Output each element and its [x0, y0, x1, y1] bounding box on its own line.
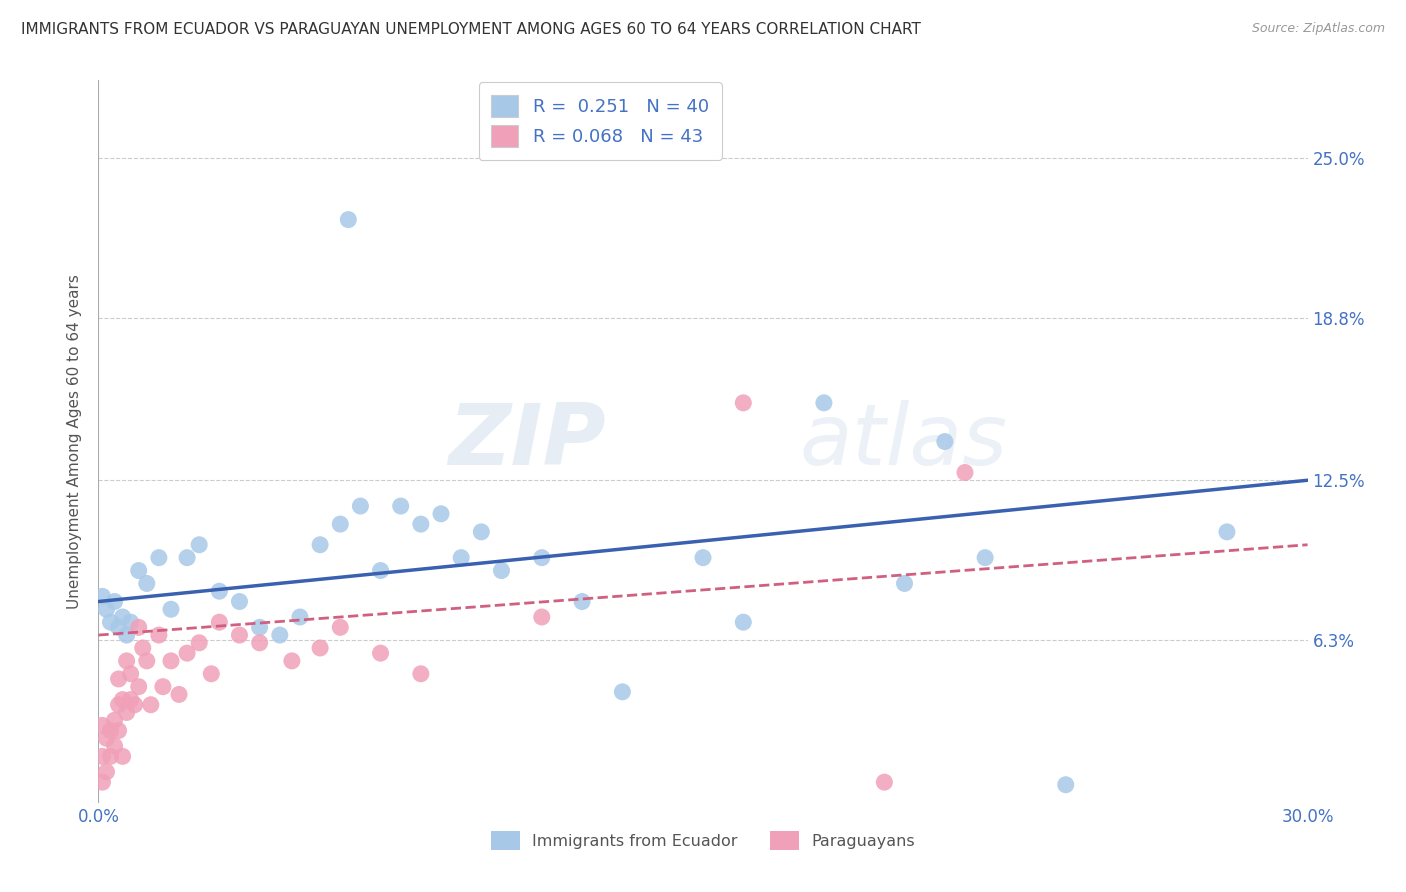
Point [228, 628, 250, 642]
Point [100, 749, 122, 764]
Point [491, 564, 513, 578]
Text: Source: ZipAtlas.com: Source: ZipAtlas.com [1251, 22, 1385, 36]
Text: ZIP: ZIP [449, 400, 606, 483]
Point [91, 749, 114, 764]
Text: IMMIGRANTS FROM ECUADOR VS PARAGUAYAN UNEMPLOYMENT AMONG AGES 60 TO 64 YEARS COR: IMMIGRANTS FROM ECUADOR VS PARAGUAYAN UN… [21, 22, 921, 37]
Point [100, 615, 122, 630]
Point [96, 602, 118, 616]
Point [188, 538, 211, 552]
Point [692, 550, 714, 565]
Point [349, 499, 371, 513]
Point [309, 640, 332, 655]
Point [107, 620, 129, 634]
Point [269, 628, 291, 642]
Point [91, 718, 114, 732]
Point [470, 524, 492, 539]
Point [733, 396, 755, 410]
Point [974, 550, 997, 565]
Point [337, 212, 360, 227]
Point [934, 434, 956, 449]
Point [176, 646, 198, 660]
Point [612, 685, 634, 699]
Point [409, 517, 432, 532]
Point [103, 713, 125, 727]
Point [571, 594, 593, 608]
Point [111, 692, 134, 706]
Point [370, 646, 392, 660]
Point [733, 615, 755, 630]
Point [128, 620, 150, 634]
Point [128, 564, 150, 578]
Point [120, 666, 142, 681]
Point [107, 723, 129, 738]
Point [953, 466, 976, 480]
Y-axis label: Unemployment Among Ages 60 to 64 years: Unemployment Among Ages 60 to 64 years [67, 274, 83, 609]
Point [176, 550, 198, 565]
Point [120, 615, 142, 630]
Point [100, 723, 122, 738]
Point [1216, 524, 1239, 539]
Point [281, 654, 304, 668]
Point [148, 550, 170, 565]
Point [389, 499, 412, 513]
Legend: Immigrants from Ecuador, Paraguayans: Immigrants from Ecuador, Paraguayans [485, 825, 921, 856]
Point [873, 775, 896, 789]
Point [96, 764, 118, 779]
Point [200, 666, 222, 681]
Point [139, 698, 162, 712]
Text: atlas: atlas [800, 400, 1008, 483]
Point [115, 706, 138, 720]
Point [450, 550, 472, 565]
Point [91, 775, 114, 789]
Point [370, 564, 392, 578]
Point [208, 584, 231, 599]
Point [329, 620, 352, 634]
Point [893, 576, 915, 591]
Point [249, 620, 271, 634]
Point [107, 672, 129, 686]
Point [111, 610, 134, 624]
Point [530, 610, 553, 624]
Point [167, 687, 190, 701]
Point [128, 680, 150, 694]
Point [530, 550, 553, 565]
Point [288, 610, 311, 624]
Point [152, 680, 174, 694]
Point [135, 654, 157, 668]
Point [1054, 778, 1077, 792]
Point [96, 731, 118, 746]
Point [115, 654, 138, 668]
Point [208, 615, 231, 630]
Point [91, 590, 114, 604]
Point [430, 507, 453, 521]
Point [329, 517, 352, 532]
Point [160, 602, 183, 616]
Point [249, 636, 271, 650]
Point [115, 628, 138, 642]
Point [135, 576, 157, 591]
Point [111, 749, 134, 764]
Point [103, 594, 125, 608]
Point [309, 538, 332, 552]
Point [120, 692, 142, 706]
Point [409, 666, 432, 681]
Point [107, 698, 129, 712]
Point [132, 640, 155, 655]
Point [813, 396, 835, 410]
Point [103, 739, 125, 753]
Point [188, 636, 211, 650]
Point [124, 698, 146, 712]
Point [228, 594, 250, 608]
Point [160, 654, 183, 668]
Point [148, 628, 170, 642]
